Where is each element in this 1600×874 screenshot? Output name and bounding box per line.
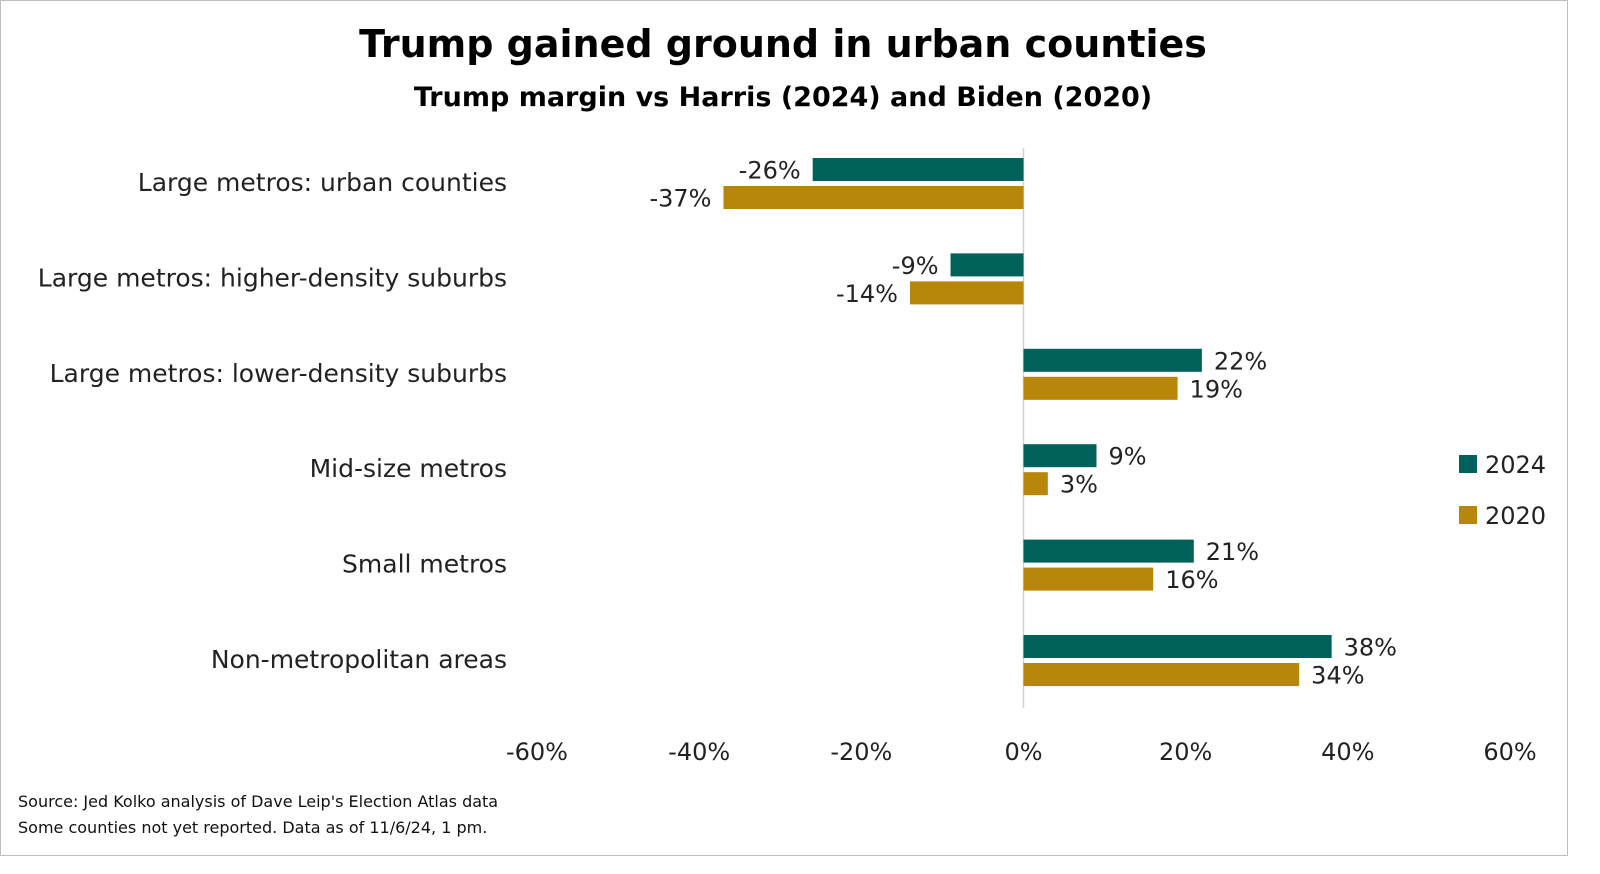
- data-note: Some counties not yet reported. Data as …: [18, 818, 488, 837]
- bar-2020: [909, 281, 1024, 305]
- category-label: Large metros: lower-density suburbs: [50, 359, 507, 388]
- category-label: Mid-size metros: [310, 454, 507, 483]
- bar-2024: [1023, 444, 1097, 468]
- data-label: 9%: [1108, 443, 1146, 471]
- data-label: 3%: [1060, 471, 1098, 499]
- source-note: Source: Jed Kolko analysis of Dave Leip'…: [18, 792, 499, 811]
- bar-2024: [1023, 635, 1332, 658]
- x-tick-label: 60%: [1483, 738, 1536, 766]
- x-tick-label: 40%: [1321, 738, 1374, 766]
- bar-2024: [1023, 539, 1194, 563]
- category-label: Small metros: [342, 550, 507, 579]
- bar-2020: [1023, 663, 1300, 686]
- data-label: 16%: [1165, 566, 1218, 594]
- bar-2020: [1023, 472, 1048, 496]
- x-tick-label: -40%: [668, 738, 730, 766]
- data-label: -14%: [836, 280, 898, 308]
- legend-label: 2024: [1485, 451, 1546, 479]
- data-label: 38%: [1344, 634, 1397, 662]
- bar-2020: [1023, 376, 1178, 400]
- x-tick-label: -20%: [830, 738, 892, 766]
- category-label: Large metros: higher-density suburbs: [38, 263, 507, 292]
- legend-swatch-2020: [1459, 506, 1477, 524]
- data-label: -9%: [892, 252, 939, 280]
- data-label: 34%: [1311, 662, 1364, 690]
- data-label: 22%: [1214, 347, 1267, 375]
- chart-title: Trump gained ground in urban counties: [359, 22, 1207, 66]
- data-label: 19%: [1190, 375, 1243, 403]
- category-label: Non-metropolitan areas: [211, 645, 507, 674]
- chart-subtitle: Trump margin vs Harris (2024) and Biden …: [413, 82, 1153, 113]
- chart-frame: [0, 0, 1568, 856]
- x-tick-label: 20%: [1159, 738, 1212, 766]
- category-label: Large metros: urban counties: [138, 168, 507, 197]
- bar-2024: [950, 253, 1024, 277]
- legend-swatch-2024: [1459, 455, 1477, 473]
- bar-2020: [723, 186, 1024, 209]
- bar-2024: [812, 158, 1024, 181]
- bar-2024: [1023, 348, 1202, 372]
- data-label: 21%: [1206, 538, 1259, 566]
- bar-2020: [1023, 567, 1154, 591]
- legend-label: 2020: [1485, 502, 1546, 530]
- x-tick-label: 0%: [1004, 738, 1042, 766]
- data-label: -37%: [649, 185, 711, 213]
- data-label: -26%: [739, 157, 801, 185]
- x-tick-label: -60%: [506, 738, 568, 766]
